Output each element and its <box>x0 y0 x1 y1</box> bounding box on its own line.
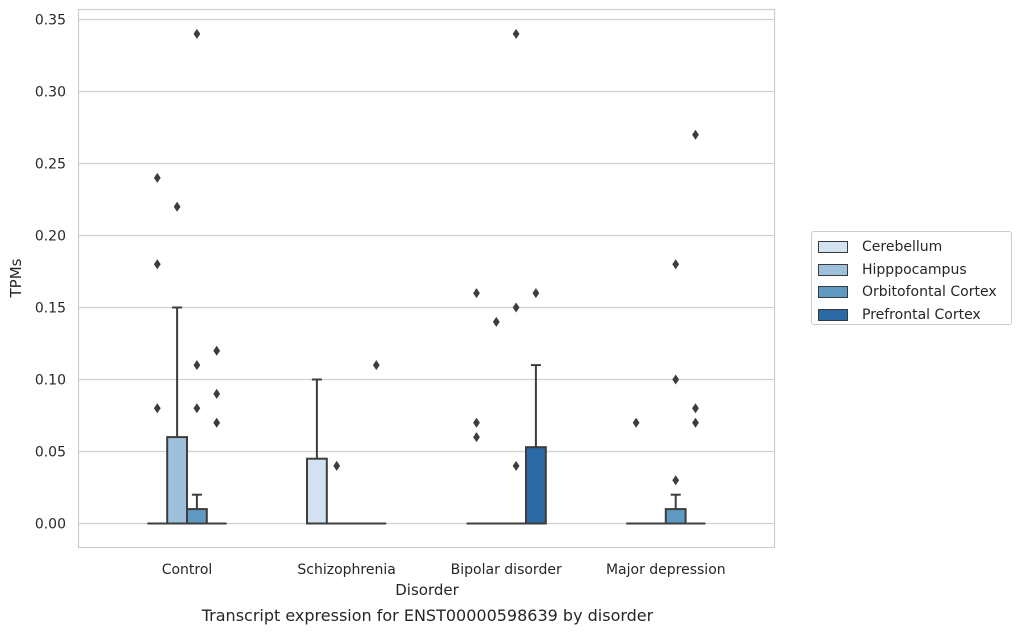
outlier-point <box>372 360 380 371</box>
outlier-point <box>213 345 221 356</box>
outlier-point <box>473 432 480 443</box>
outlier-point <box>473 288 480 299</box>
box-group <box>664 259 687 525</box>
box-group <box>186 28 208 525</box>
legend-item-cerebellum: Cerebellum <box>818 236 1011 259</box>
box-group <box>466 288 487 525</box>
legend-item-prefrontal-cortex: Prefrontal Cortex <box>818 304 1011 327</box>
box-group <box>486 316 507 525</box>
outlier-point <box>193 28 201 39</box>
box <box>664 508 687 525</box>
outlier-point <box>213 388 221 399</box>
legend-label: Prefrontal Cortex <box>862 306 981 323</box>
outlier-point <box>153 403 161 414</box>
outlier-point <box>672 374 680 385</box>
y-tick-labels: 0.00 0.05 0.10 0.15 0.20 0.25 0.30 0.35 <box>35 13 66 533</box>
box-group <box>626 417 646 525</box>
legend-label: Cerebellum <box>862 239 943 256</box>
box-group <box>166 201 188 525</box>
outlier-point <box>692 403 699 414</box>
box <box>186 508 208 525</box>
outlier-point <box>333 460 341 471</box>
plot-area-frame <box>77 8 776 549</box>
outlier-point <box>473 417 480 428</box>
x-tick-label: Bipolar disorder <box>451 562 562 578</box>
y-tick-label: 0.10 <box>35 373 66 389</box>
box <box>306 457 328 525</box>
box <box>166 436 188 525</box>
box-group <box>306 378 328 525</box>
box-layer <box>147 28 706 525</box>
outlier-point <box>173 201 181 212</box>
y-tick-label: 0.20 <box>35 229 66 245</box>
legend-item-orbitofrontal-cortex: Orbitofontal Cortex <box>818 281 1011 304</box>
outlier-point <box>672 259 680 270</box>
y-tick-label: 0.05 <box>35 445 66 461</box>
outlier-point <box>632 417 640 428</box>
outlier-point <box>692 417 699 428</box>
outlier-point <box>532 288 540 299</box>
y-tick-label: 0.15 <box>35 301 66 317</box>
outlier-point <box>512 302 520 313</box>
x-tick-labels: Control Schizophrenia Bipolar disorder Majo… <box>162 562 726 578</box>
y-tick-label: 0.25 <box>35 157 66 173</box>
outlier-point <box>193 360 201 371</box>
box-group <box>326 460 347 525</box>
outlier-point <box>672 475 680 486</box>
box-group <box>366 360 387 525</box>
box-group <box>506 28 526 525</box>
outlier-point <box>153 259 161 270</box>
legend-swatch <box>818 286 848 299</box>
x-axis-label: Disorder <box>395 581 459 599</box>
y-tick-label: 0.00 <box>35 517 66 533</box>
outlier-point <box>193 403 201 414</box>
y-tick-label: 0.35 <box>35 13 66 29</box>
outlier-point <box>692 129 699 140</box>
y-tick-label: 0.30 <box>35 85 66 101</box>
outlier-point <box>492 316 500 327</box>
legend-label: Hipppocampus <box>862 261 967 278</box>
x-tick-label: Schizophrenia <box>297 562 395 578</box>
outlier-point <box>512 460 520 471</box>
x-tick-label: Control <box>162 562 213 578</box>
legend-swatch <box>818 241 848 254</box>
legend-swatch <box>818 308 848 321</box>
boxplot-chart: 0.00 0.05 0.10 0.15 0.20 0.25 0.30 0.35 Control… <box>7 8 776 599</box>
box-group <box>525 288 547 525</box>
grid-lines <box>78 18 775 525</box>
outlier-point <box>213 417 221 428</box>
legend: Cerebellum Hipppocampus Orbitofontal Cor… <box>811 231 1012 325</box>
legend-item-hippocampus: Hipppocampus <box>818 259 1011 282</box>
box-group <box>685 129 706 525</box>
x-tick-label: Major depression <box>606 562 726 578</box>
legend-swatch <box>818 263 848 276</box>
box-group <box>206 345 227 525</box>
chart-caption: Transcript expression for ENST0000059863… <box>201 606 654 625</box>
legend-label: Orbitofontal Cortex <box>862 284 997 301</box>
outlier-point <box>153 172 161 183</box>
box-group <box>147 172 168 525</box>
outlier-point <box>512 28 520 39</box>
box <box>525 446 547 525</box>
y-axis-label: TPMs <box>7 258 25 298</box>
